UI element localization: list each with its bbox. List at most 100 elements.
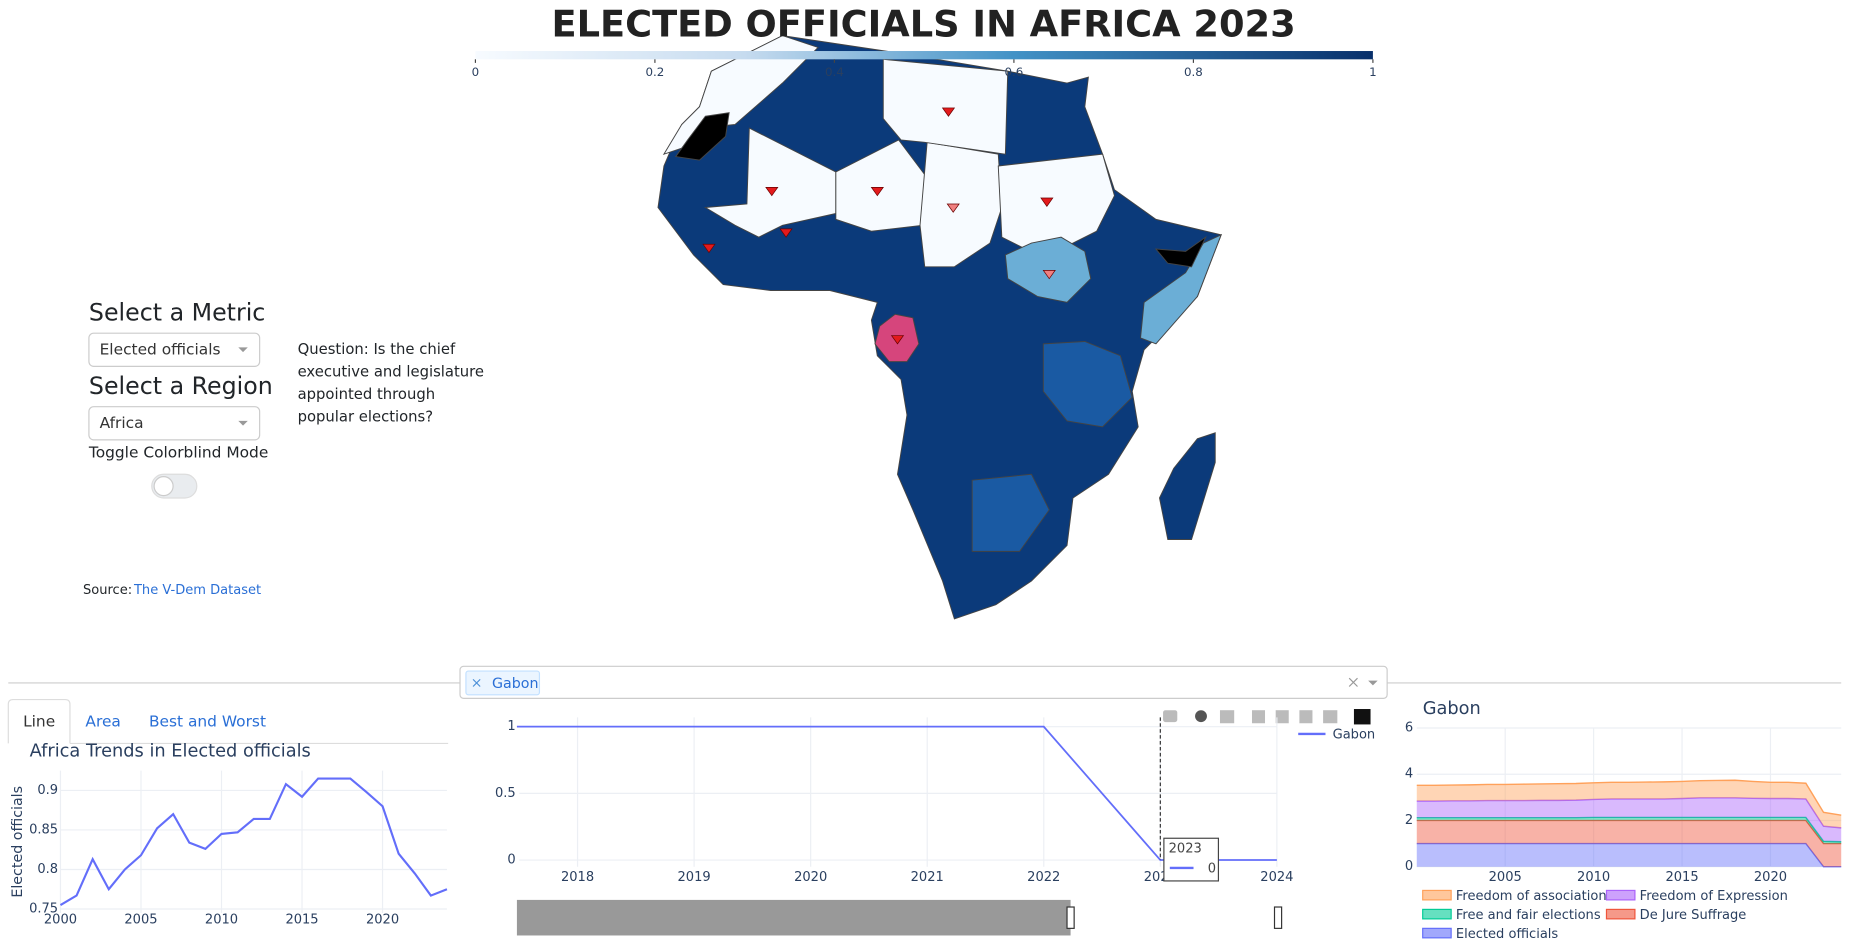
area-edge — [1416, 819, 1842, 845]
marker — [779, 228, 793, 238]
y-tick-label: 0.85 — [29, 822, 58, 837]
y-tick-label: 2 — [1405, 813, 1413, 828]
chip-remove[interactable] — [472, 678, 481, 687]
legend-label: Freedom of association — [1456, 889, 1607, 904]
y-tick-label: 4 — [1405, 767, 1413, 782]
selector-box[interactable] — [459, 665, 1388, 699]
area-edge — [1416, 797, 1842, 829]
modebar-button[interactable] — [1275, 710, 1289, 724]
colorbar-tick-label: 1 — [1369, 65, 1377, 79]
map-title: ELECTED OFFICIALS IN AFRICA 2023 — [551, 3, 1295, 46]
question-line: Question: Is the chief — [298, 341, 456, 358]
chip-label: Gabon — [492, 676, 538, 692]
y-tick-label: 0.8 — [37, 862, 58, 877]
tab[interactable]: Area — [85, 713, 120, 731]
x-tick-label: 2020 — [366, 913, 399, 928]
chart-title: Gabon — [1423, 698, 1481, 719]
marker — [1040, 197, 1054, 207]
region-white — [882, 58, 1009, 155]
x-tick-label: 2015 — [285, 913, 318, 928]
x-tick-label: 2010 — [1577, 870, 1610, 885]
region-white — [997, 153, 1115, 250]
region-black — [1154, 235, 1207, 268]
region-label: Select a Region — [89, 372, 273, 400]
tabs — [7, 698, 449, 744]
caret — [238, 420, 248, 426]
dropdown-box[interactable] — [88, 332, 261, 367]
metric-dropdown[interactable]: Elected officials — [88, 332, 261, 367]
modebar-button[interactable] — [1219, 710, 1235, 724]
colorbar-tick-label: 0.4 — [825, 65, 844, 79]
colorblind-toggle[interactable] — [151, 473, 198, 499]
source-link[interactable]: The V-Dem Dataset — [133, 583, 261, 598]
x-tick-label: 2021 — [911, 870, 944, 885]
modebar-button[interactable] — [1299, 710, 1313, 724]
madagascar — [1159, 432, 1216, 540]
toggle-knob — [153, 476, 174, 497]
modebar-button[interactable] — [1163, 710, 1178, 723]
rangeslider-mask — [516, 899, 1071, 936]
legend-swatch — [1605, 908, 1636, 920]
chip[interactable] — [465, 670, 541, 696]
y-tick-label: 0.5 — [495, 786, 516, 801]
colorbar-tick-label: 0.2 — [645, 65, 664, 79]
rangeslider-handle[interactable] — [1273, 906, 1283, 929]
area — [1416, 817, 1842, 844]
dropdown-value: Elected officials — [100, 340, 221, 358]
region-white — [919, 141, 1003, 268]
region-mid — [971, 473, 1050, 552]
colorbar-tick-label: 0.6 — [1004, 65, 1023, 79]
region-dropdown[interactable]: Africa — [88, 406, 261, 441]
x-tick-label: 2005 — [124, 913, 157, 928]
x-tick-label: 2010 — [205, 913, 238, 928]
y-tick-label: 0.9 — [37, 783, 58, 798]
x-tick-label: 2000 — [44, 913, 77, 928]
tab[interactable]: Line — [23, 713, 55, 731]
question-line: appointed through — [298, 386, 436, 403]
colorbar-tick-label: 0 — [472, 65, 480, 79]
marker — [870, 187, 884, 197]
modebar-button[interactable] — [1195, 710, 1207, 723]
colorbar — [475, 51, 1373, 60]
y-axis-label: Elected officials — [10, 786, 26, 898]
caret — [238, 347, 248, 353]
africa-map[interactable] — [657, 35, 1223, 620]
question-line: popular elections? — [298, 408, 434, 425]
area — [1416, 843, 1842, 867]
region-black — [674, 112, 730, 161]
colorbar-gradient — [475, 51, 1373, 60]
x-tick-label: 2020 — [794, 870, 827, 885]
toggle-label: Toggle Colorblind Mode — [88, 443, 268, 461]
marker — [946, 203, 960, 213]
marker — [1042, 270, 1056, 280]
modebar[interactable] — [1163, 709, 1371, 725]
area — [1416, 780, 1842, 828]
legend-label: Free and fair elections — [1456, 908, 1601, 923]
hover-x: 2023 — [1169, 841, 1202, 856]
area-edge — [1416, 779, 1842, 816]
country-selector[interactable]: Gabon — [459, 665, 1388, 699]
region-mid — [1042, 341, 1133, 428]
modebar-button[interactable] — [1251, 710, 1266, 724]
modebar-button[interactable] — [1323, 710, 1338, 724]
legend-swatch — [1605, 889, 1636, 901]
legend-swatch — [1422, 927, 1452, 939]
legend-label: De Jure Suffrage — [1640, 908, 1747, 923]
dropdown-box[interactable] — [88, 406, 261, 441]
hover-value: 0 — [1208, 862, 1216, 877]
y-tick-label: 6 — [1405, 720, 1413, 735]
rangeslider-handle[interactable] — [1066, 906, 1075, 929]
chart-title: Africa Trends in Elected officials — [30, 741, 311, 762]
y-tick-label: 0 — [1405, 859, 1413, 874]
area — [1416, 820, 1842, 867]
caret — [1368, 680, 1378, 686]
clear[interactable] — [1348, 677, 1358, 687]
dropdown-value: Africa — [100, 414, 144, 432]
legend-label: Elected officials — [1456, 927, 1559, 942]
modebar-button[interactable] — [1353, 709, 1371, 725]
tab[interactable]: Best and Worst — [149, 713, 266, 731]
colorbar-tick-label: 0.8 — [1184, 65, 1203, 79]
y-tick-label: 0.75 — [29, 901, 58, 916]
area-edge — [1416, 816, 1842, 843]
